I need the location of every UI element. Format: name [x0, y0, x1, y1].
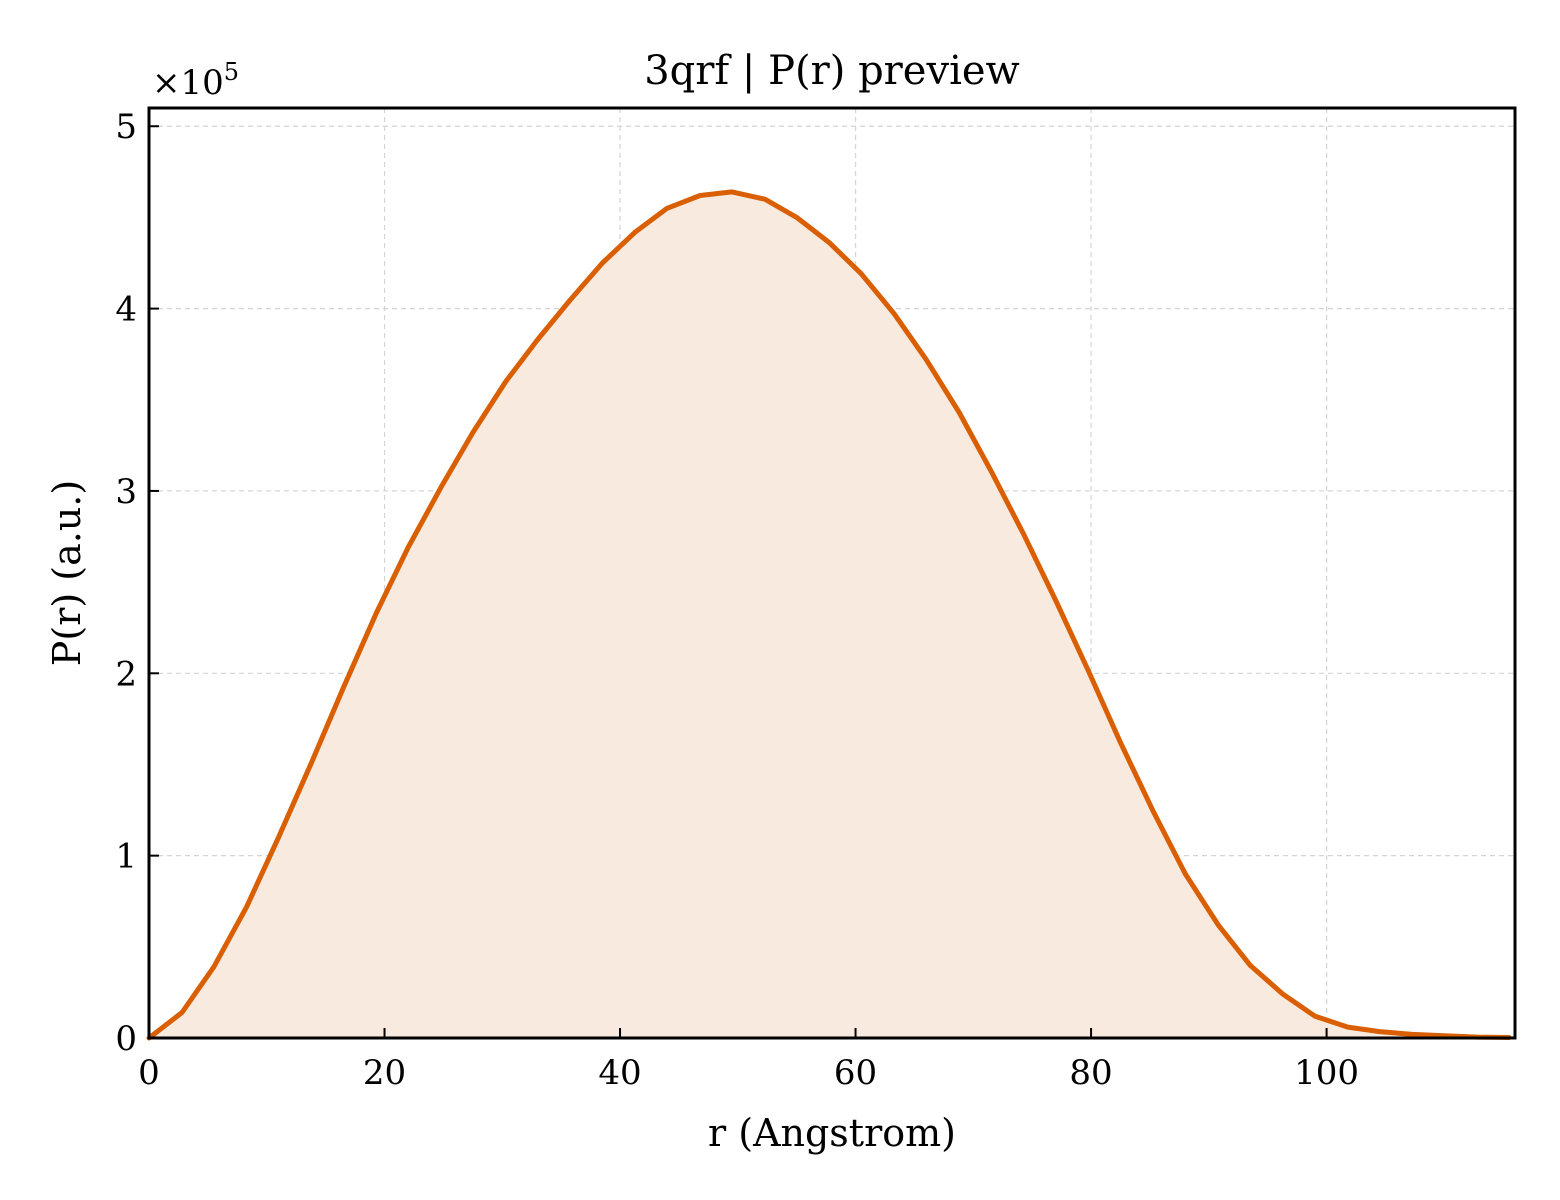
plot-frame — [147, 106, 1517, 1040]
x-tick-label: 80 — [1069, 1053, 1112, 1093]
x-axis-label: r (Angstrom) — [708, 1111, 956, 1155]
y-tick-label: 0 — [115, 1019, 137, 1059]
x-tick-label: 40 — [598, 1053, 641, 1093]
chart-title: 3qrf | P(r) preview — [644, 48, 1020, 94]
y-tick-label: 2 — [115, 654, 137, 694]
y-axis-label: P(r) (a.u.) — [45, 480, 89, 666]
area-fill — [149, 191, 1510, 1038]
axis-ticks: 0 20 40 60 80 100 0 1 2 3 4 5 — [115, 107, 1359, 1093]
series-line — [146, 189, 1512, 1041]
y-tick-label: 1 — [115, 837, 137, 877]
y-offset-label: ×105 — [152, 58, 239, 103]
y-tick-label: 5 — [115, 107, 137, 147]
y-tick-label: 4 — [115, 290, 137, 330]
x-tick-label: 100 — [1294, 1053, 1359, 1093]
y-tick-label: 3 — [115, 472, 137, 512]
x-tick-label: 0 — [138, 1053, 160, 1093]
x-tick-label: 60 — [834, 1053, 877, 1093]
x-tick-label: 20 — [363, 1053, 406, 1093]
